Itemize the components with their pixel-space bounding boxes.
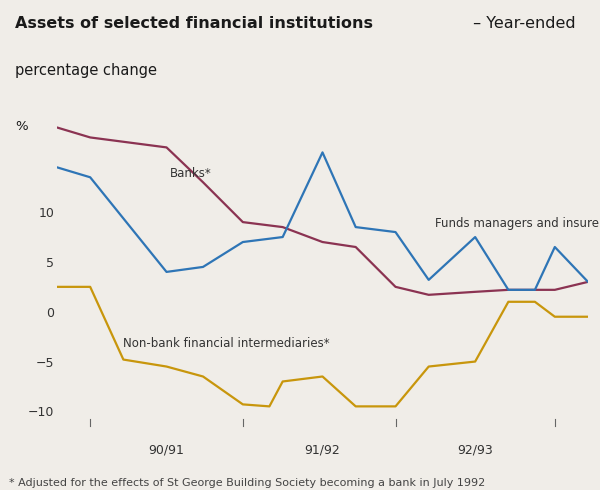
Text: Non-bank financial intermediaries*: Non-bank financial intermediaries* xyxy=(124,337,330,350)
Text: %: % xyxy=(15,120,28,133)
Text: * Adjusted for the effects of St George Building Society becoming a bank in July: * Adjusted for the effects of St George … xyxy=(9,478,485,488)
Text: 92/93: 92/93 xyxy=(457,443,493,456)
Text: Funds managers and insurers: Funds managers and insurers xyxy=(436,217,600,230)
Text: 91/92: 91/92 xyxy=(305,443,340,456)
Text: 90/91: 90/91 xyxy=(149,443,184,456)
Text: percentage change: percentage change xyxy=(15,63,157,77)
Text: – Year-ended: – Year-ended xyxy=(468,16,575,31)
Text: Banks*: Banks* xyxy=(170,167,212,180)
Text: Assets of selected financial institutions: Assets of selected financial institution… xyxy=(15,16,373,31)
